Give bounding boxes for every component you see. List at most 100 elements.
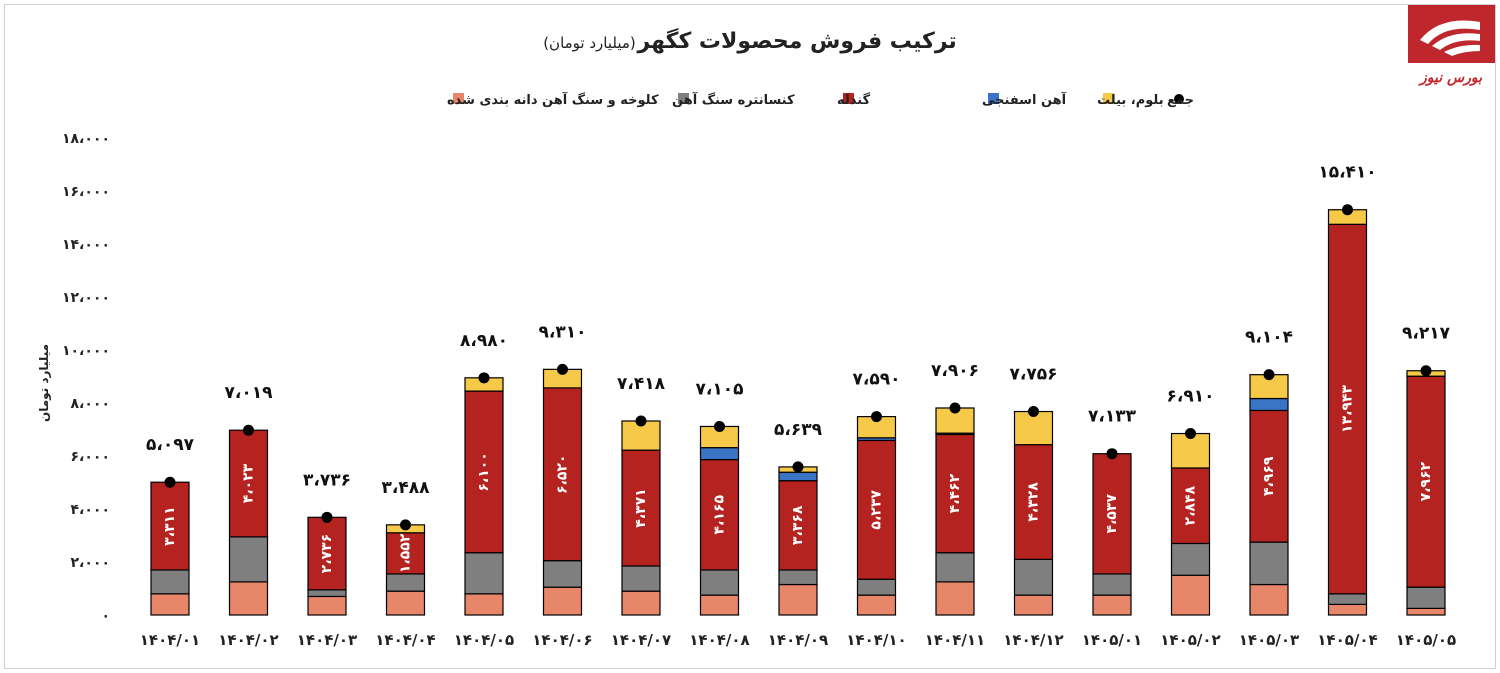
x-tick-label: ۱۴۰۵/۰۳: [1239, 631, 1299, 649]
bar-stack: ۴،۳۷۱ ۷،۴۱۸: [617, 374, 666, 616]
x-tick-label: ۱۴۰۵/۰۵: [1396, 631, 1456, 649]
bar-segment-pellet_and_ore: [699, 594, 740, 616]
bar-segment-concentrate: [1092, 573, 1132, 596]
total-label: ۷،۰۱۹: [225, 383, 274, 403]
legend-item-sponge_iron: آهن اسفنجی: [982, 91, 1067, 108]
bar-segment-pellet: [778, 480, 818, 571]
x-tick-label: ۱۴۰۴/۰۷: [611, 631, 671, 649]
x-tick-label: ۱۴۰۴/۱۲: [1003, 631, 1063, 649]
total-dot: [164, 476, 176, 488]
chart-subtitle: (میلیارد تومان): [543, 34, 636, 52]
bar-inner-label: ۵،۲۳۷: [869, 490, 885, 530]
x-axis-ticks: ۱۴۰۴/۰۱ ۱۴۰۴/۰۲ ۱۴۰۴/۰۳ ۱۴۰۴/۰۴ ۱۴۰۴/۰۵ ۱۴۰۴/…: [140, 631, 1456, 649]
bar-stack: ۱،۵۵۲ ۳،۴۸۸: [382, 478, 431, 616]
bar-inner-label: ۶،۱۰۰: [476, 452, 492, 492]
bar-segment-pellet: [1406, 375, 1446, 588]
bars: ۳،۳۱۱ ۵،۰۹۷ ۴،۰۲۳ ۷،۰۱۹ ۲،۷۳۶ ۳،۷۳۶ ۱،۵۵۲ ۳،۴۸۸…: [146, 163, 1451, 616]
bar-stack: ۳،۳۱۱ ۵،۰۹۷: [146, 435, 195, 616]
bar-segment-pellet_and_ore: [778, 583, 818, 616]
total-label: ۹،۲۱۷: [1402, 324, 1451, 344]
bar-segment-concentrate: [307, 589, 347, 598]
total-label: ۵،۶۳۹: [774, 420, 823, 440]
legend-item-pellet_and_ore: کلوخه و سنگ آهن دانه بندی شده: [447, 91, 659, 108]
bar-segment-concentrate: [464, 552, 504, 595]
legend-label: آهن اسفنجی: [982, 91, 1067, 108]
total-dot: [243, 424, 254, 436]
x-tick-label: ۱۴۰۴/۰۶: [532, 631, 592, 649]
total-dot: [1106, 448, 1118, 460]
total-label: ۶،۹۱۰: [1167, 387, 1215, 407]
bar-inner-label: ۶،۵۲۰: [555, 455, 571, 495]
bar-segment-pellet_and_ore: [464, 593, 504, 616]
y-tick-label: ۸،۰۰۰: [71, 396, 111, 412]
legend-label: کلوخه و سنگ آهن دانه بندی شده: [447, 91, 659, 108]
total-label: ۷،۵۹۰: [853, 370, 901, 390]
x-tick-label: ۱۴۰۴/۱۱: [925, 631, 985, 649]
bar-inner-label: ۴،۹۶۹: [1261, 456, 1277, 496]
bar-segment-bloom_billet: [1170, 432, 1211, 469]
total-dot: [478, 372, 490, 384]
boursenews-logo-icon: بورس نیوز: [1408, 5, 1495, 86]
bar-segment-concentrate: [228, 536, 269, 583]
x-tick-label: ۱۴۰۴/۰۴: [375, 631, 435, 649]
bar-segment-concentrate: [542, 560, 583, 588]
bar-segment-concentrate: [856, 578, 897, 596]
bar-inner-label: ۲،۸۴۸: [1183, 486, 1199, 526]
total-label: ۳،۴۸۸: [382, 478, 431, 498]
bar-stack: ۴،۳۲۸ ۷،۷۵۶: [1010, 365, 1057, 616]
bar-segment-sponge_iron: [1249, 397, 1289, 412]
total-dot: [714, 420, 725, 432]
y-tick-label: ۰: [101, 608, 110, 624]
x-tick-label: ۱۴۰۵/۰۲: [1160, 631, 1220, 649]
bar-segment-pellet_and_ore: [1406, 607, 1446, 616]
total-label: ۷،۹۰۶: [931, 361, 979, 381]
total-label: ۸،۹۸۰: [460, 331, 508, 351]
bar-segment-bloom_billet: [1013, 410, 1054, 446]
bar-segment-pellet_and_ore: [542, 586, 583, 616]
bar-stack: ۴،۱۶۵ ۷،۱۰۵: [696, 379, 743, 616]
x-tick-label: ۱۴۰۴/۰۵: [454, 631, 514, 649]
legend-swatch-icon: [1103, 93, 1114, 104]
chart-title-main: ترکیب فروش محصولات کگهر: [636, 27, 956, 54]
bar-segment-concentrate: [1249, 541, 1289, 586]
total-label: ۱۵،۴۱۰: [1318, 163, 1376, 183]
x-tick-label: ۱۴۰۴/۰۲: [218, 631, 278, 649]
x-tick-label: ۱۴۰۵/۰۴: [1317, 631, 1377, 649]
y-tick-label: ۲،۰۰۰: [71, 555, 111, 571]
legend-label: بلوم، بیلت: [1097, 93, 1164, 108]
bar-segment-pellet_and_ore: [856, 594, 897, 616]
bar-segment-concentrate: [150, 569, 190, 595]
bar-segment-pellet: [1013, 444, 1054, 560]
bar-inner-label: ۳،۳۶۸: [790, 505, 806, 545]
bar-stack: ۶،۵۲۰ ۹،۳۱۰: [539, 322, 586, 616]
total-dot: [557, 363, 568, 375]
y-tick-label: ۴،۰۰۰: [71, 502, 111, 518]
x-tick-label: ۱۴۰۵/۰۱: [1082, 631, 1142, 649]
y-tick-label: ۱۴،۰۰۰: [62, 237, 110, 253]
chart-frame: [4, 4, 1496, 669]
bar-inner-label: ۷،۹۶۲: [1418, 461, 1434, 501]
bar-segment-pellet_and_ore: [1249, 583, 1289, 616]
total-label: ۹،۱۰۴: [1245, 328, 1293, 348]
total-dot: [400, 519, 411, 531]
bar-segment-pellet_and_ore: [1013, 594, 1054, 616]
bar-segment-pellet: [150, 481, 190, 571]
legend-item-bloom_billet: بلوم، بیلت: [1097, 93, 1164, 108]
bar-segment-concentrate: [1170, 542, 1211, 576]
legend-label: کنسانتره سنگ آهن: [672, 91, 795, 108]
bar-stack: ۴،۴۶۲ ۷،۹۰۶: [931, 361, 979, 616]
bar-stack: ۶،۱۰۰ ۸،۹۸۰: [460, 331, 508, 616]
bar-segment-sponge_iron: [699, 447, 740, 461]
total-dot: [792, 461, 804, 473]
legend-swatch-icon: [843, 93, 854, 104]
bar-segment-pellet_and_ore: [935, 581, 975, 616]
bar-inner-label: ۴،۳۷۱: [633, 488, 649, 528]
bar-inner-label: ۱،۵۵۲: [398, 533, 414, 573]
bar-segment-concentrate: [935, 552, 975, 583]
y-tick-label: ۱۶،۰۰۰: [62, 184, 110, 200]
bar-inner-label: ۲،۷۳۶: [319, 534, 335, 574]
bar-segment-concentrate: [778, 569, 818, 586]
legend-swatch-icon: [678, 93, 689, 104]
